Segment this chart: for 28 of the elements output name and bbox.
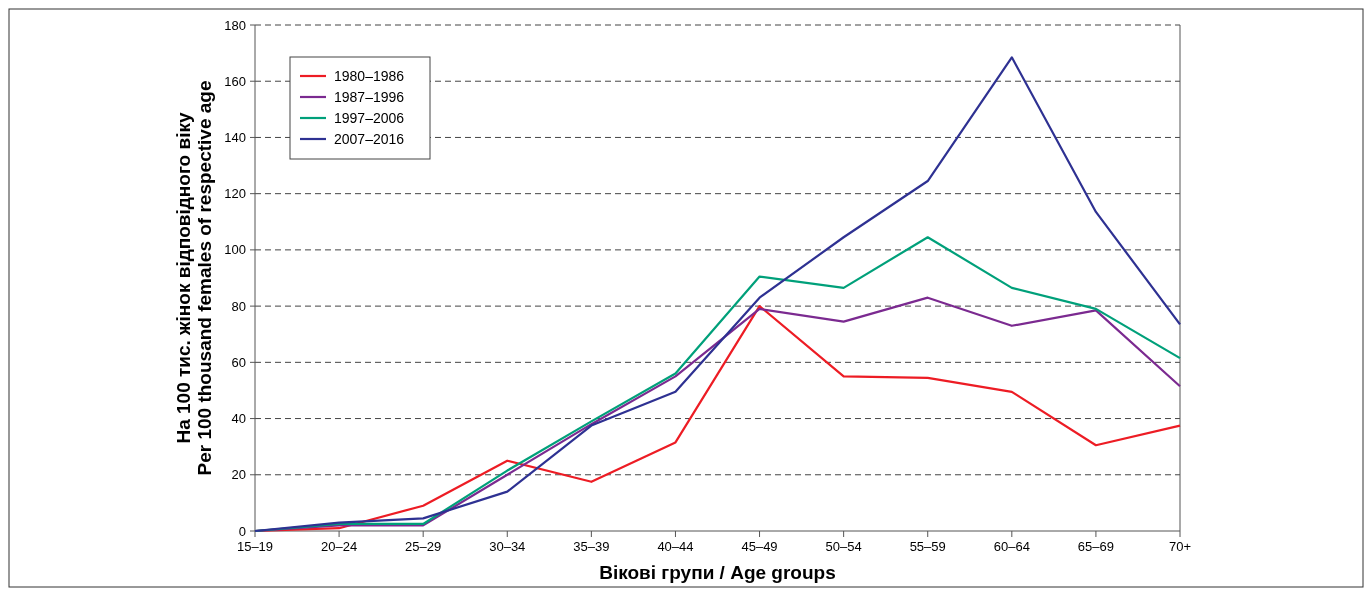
x-tick-label: 15–19 — [236, 539, 274, 554]
y-tick-label: 0 — [238, 523, 246, 539]
x-tick-label: 55–59 — [909, 539, 946, 554]
x-tick-label: 20–24 — [321, 539, 358, 554]
x-tick-label: 50–54 — [825, 539, 862, 554]
x-tick-label: 30–34 — [489, 539, 526, 554]
y-tick-label: 20 — [231, 467, 246, 483]
y-tick-label: 160 — [224, 73, 246, 89]
y-tick-label: 140 — [224, 129, 246, 145]
x-tick-label: 65–69 — [1077, 539, 1114, 554]
legend-label: 1987–1996 — [334, 88, 405, 105]
y-tick-label: 180 — [224, 17, 246, 33]
x-tick-label: 40–44 — [657, 539, 694, 554]
x-tick-label: 35–39 — [573, 539, 610, 554]
x-tick-label: 25–29 — [405, 539, 442, 554]
y-tick-label: 40 — [231, 411, 246, 427]
legend-label: 1980–1986 — [334, 67, 405, 84]
x-tick-label: 70+ — [1168, 539, 1192, 554]
legend-label: 2007–2016 — [334, 130, 405, 147]
y-tick-label: 100 — [224, 242, 246, 258]
x-axis-title: Вікові групи / Age groups — [599, 562, 836, 583]
y-tick-label: 120 — [224, 186, 246, 202]
y-axis-title: На 100 тис. жінок відповідного віку Per 100 thousand females of respective age — [173, 80, 215, 476]
x-tick-label: 60–64 — [993, 539, 1030, 554]
y-tick-label: 80 — [231, 298, 246, 314]
y-tick-label: 60 — [231, 354, 246, 370]
legend-label: 1997–2006 — [334, 109, 405, 126]
x-tick-label: 45–49 — [741, 539, 778, 554]
